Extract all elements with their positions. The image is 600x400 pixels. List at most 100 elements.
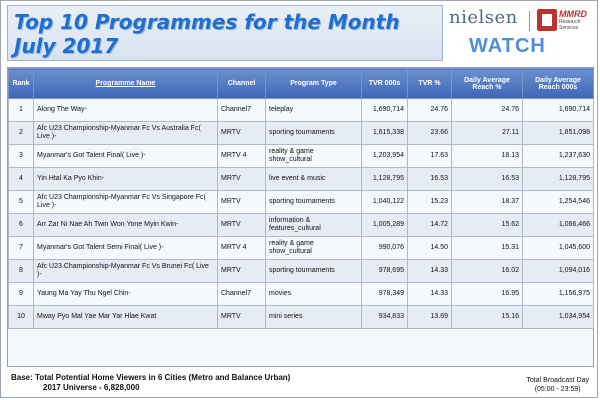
mmrd-logo-subtitle-2: Services [559, 25, 579, 31]
table-row: 1 Along The Way- Channel7 teleplay 1,690… [8, 98, 594, 122]
cell-reach-000s: 1,851,098 [522, 121, 594, 145]
header-channel: Channel [217, 68, 266, 99]
cell-program-type: sporting tournaments [265, 190, 362, 214]
cell-reach-000s: 1,094,016 [522, 259, 594, 283]
table-row: 8 Afc U23 Championship-Myanmar Fc Vs Bru… [8, 259, 594, 283]
mmrd-logo-subtitle-1: Research [559, 19, 581, 25]
header-rank: Rank [8, 68, 34, 99]
cell-rank: 3 [8, 144, 34, 168]
cell-channel: MRTV [217, 259, 266, 283]
header-reach-pct: Daily Average Reach % [451, 68, 523, 99]
title-line-2: July 2017 [14, 34, 119, 58]
cell-rank: 7 [8, 236, 34, 260]
cell-rank: 5 [8, 190, 34, 214]
cell-tvr-000s: 978,349 [361, 282, 408, 306]
cell-programme: Yaung Ma Yay Thu Ngel Chin- [33, 282, 218, 306]
cell-tvr-000s: 1,615,338 [361, 121, 408, 145]
cell-rank: 9 [8, 282, 34, 306]
cell-tvr-000s: 1,203,954 [361, 144, 408, 168]
cell-reach-pct: 24.76 [451, 98, 523, 122]
table-row: 7 Myanmar's Got Talent Semi Final( Live … [8, 236, 594, 260]
cell-program-type: sporting tournaments [265, 121, 362, 145]
cell-rank: 4 [8, 167, 34, 191]
cell-tvr-000s: 978,695 [361, 259, 408, 283]
cell-program-type: sporting tournaments [265, 259, 362, 283]
cell-tvr-000s: 1,690,714 [361, 98, 408, 122]
table-row: 2 Afc U23 Championship-Myanmar Fc Vs Aus… [8, 121, 594, 145]
ratings-table-container: Rank Programme Name Channel Program Type… [7, 67, 594, 367]
cell-channel: Channel7 [217, 282, 266, 306]
mmrd-logo: MMRD Research Services [537, 9, 591, 33]
cell-tvr-pct: 13.69 [407, 305, 452, 329]
cell-programme: Yin Htal Ka Pyo Khin- [33, 167, 218, 191]
cell-tvr-pct: 14.72 [407, 213, 452, 237]
header-tvr-pct: TVR % [407, 68, 452, 99]
cell-programme: Afc U23 Championship-Myanmar Fc Vs Austr… [33, 121, 218, 145]
cell-tvr-000s: 1,128,795 [361, 167, 408, 191]
title-banner: Top 10 Programmes for the Month July 201… [7, 5, 443, 61]
header-programme: Programme Name [33, 68, 218, 99]
logo-divider [529, 11, 530, 31]
cell-reach-pct: 15.16 [451, 305, 523, 329]
cell-channel: Channel7 [217, 98, 266, 122]
cell-rank: 6 [8, 213, 34, 237]
cell-programme: Along The Way- [33, 98, 218, 122]
cell-reach-pct: 16.02 [451, 259, 523, 283]
cell-channel: MRTV [217, 190, 266, 214]
cell-reach-000s: 1,066,466 [522, 213, 594, 237]
cell-tvr-000s: 1,040,122 [361, 190, 408, 214]
mmrd-logo-name: MMRD [559, 9, 587, 19]
cell-reach-pct: 27.11 [451, 121, 523, 145]
cell-tvr-pct: 17.63 [407, 144, 452, 168]
cell-tvr-pct: 16.53 [407, 167, 452, 191]
cell-channel: MRTV [217, 305, 266, 329]
cell-rank: 10 [8, 305, 34, 329]
cell-programme: Mway Pyo Mal Yae Mar Yar Hlae Kwat [33, 305, 218, 329]
cell-reach-pct: 15.62 [451, 213, 523, 237]
watch-logo: WATCH [469, 35, 546, 57]
cell-reach-000s: 1,128,795 [522, 167, 594, 191]
cell-programme: Afc U23 Championship-Myanmar Fc Vs Singa… [33, 190, 218, 214]
cell-channel: MRTV [217, 167, 266, 191]
cell-reach-000s: 1,034,954 [522, 305, 594, 329]
table-header-row: Rank Programme Name Channel Program Type… [8, 68, 594, 99]
cell-reach-000s: 1,254,546 [522, 190, 594, 214]
cell-program-type: information & features_cultural [265, 213, 362, 237]
cell-tvr-000s: 990,076 [361, 236, 408, 260]
cell-program-type: reality & game show_cultural [265, 236, 362, 260]
cell-reach-pct: 16.53 [451, 167, 523, 191]
mmrd-logo-icon [537, 9, 557, 31]
cell-reach-000s: 1,237,630 [522, 144, 594, 168]
cell-channel: MRTV 4 [217, 144, 266, 168]
page-title: Top 10 Programmes for the Month July 201… [14, 10, 400, 58]
cell-program-type: live event & music [265, 167, 362, 191]
broadcast-day-note: Total Broadcast Day (05:00 - 23:59) [526, 376, 589, 394]
cell-reach-pct: 16.95 [451, 282, 523, 306]
cell-program-type: movies [265, 282, 362, 306]
cell-reach-pct: 15.31 [451, 236, 523, 260]
cell-reach-000s: 1,690,714 [522, 98, 594, 122]
table-row: 3 Myanmar's Got Talent Final( Live )- MR… [8, 144, 594, 168]
cell-program-type: teleplay [265, 98, 362, 122]
table-row: 4 Yin Htal Ka Pyo Khin- MRTV live event … [8, 167, 594, 191]
cell-rank: 8 [8, 259, 34, 283]
cell-tvr-pct: 23.66 [407, 121, 452, 145]
cell-programme: Myanmar's Got Talent Final( Live )- [33, 144, 218, 168]
cell-reach-pct: 18.13 [451, 144, 523, 168]
cell-program-type: reality & game show_cultural [265, 144, 362, 168]
header-program-type: Program Type [265, 68, 362, 99]
broadcast-day-label: Total Broadcast Day [526, 377, 589, 384]
cell-reach-000s: 1,045,600 [522, 236, 594, 260]
table-row: 6 Arr Zar Ni Nae Ah Twin Won Yone Myin K… [8, 213, 594, 237]
cell-channel: MRTV [217, 213, 266, 237]
cell-program-type: mini series [265, 305, 362, 329]
cell-reach-000s: 1,156,975 [522, 282, 594, 306]
title-line-1: Top 10 Programmes for the Month [14, 10, 400, 34]
cell-reach-pct: 18.37 [451, 190, 523, 214]
cell-programme: Arr Zar Ni Nae Ah Twin Won Yone Myin Kwi… [33, 213, 218, 237]
base-note-line-1: Base: Total Potential Home Viewers in 6 … [11, 373, 291, 382]
ratings-table: Rank Programme Name Channel Program Type… [8, 68, 594, 329]
cell-rank: 2 [8, 121, 34, 145]
cell-programme: Afc U23 Championship-Myanmar Fc Vs Brune… [33, 259, 218, 283]
